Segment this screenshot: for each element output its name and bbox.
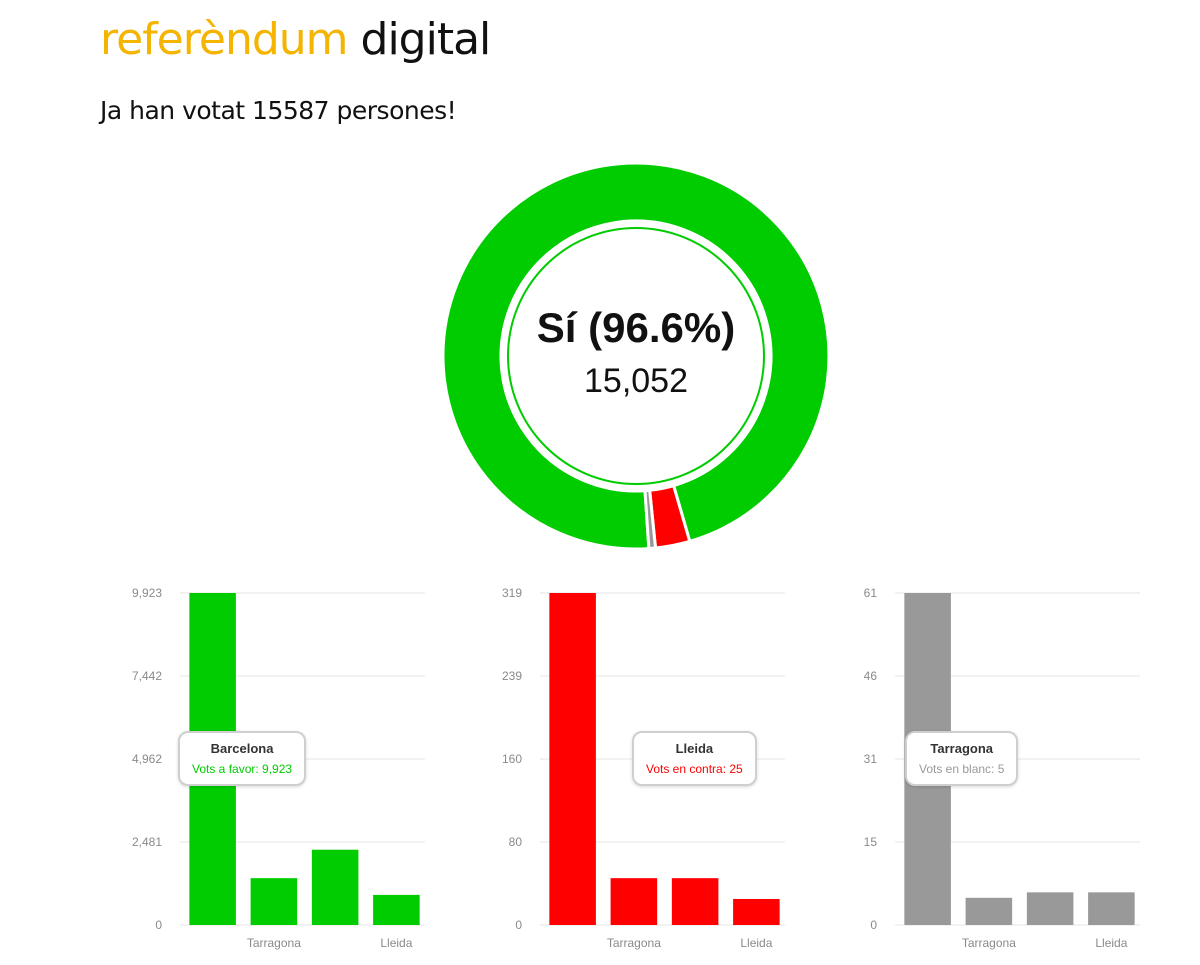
results-donut-chart: Sí (96.6%) 15,052 [440,160,832,552]
bar[interactable] [373,894,420,925]
bar-tooltip: Tarragona Vots en blanc: 5 [905,731,1019,786]
bar[interactable] [733,898,780,925]
no-votes-bar-chart: 0 80 160 239 319 Tarragona Lleida Lleida Vots e… [460,580,820,960]
donut-inner-ring [507,227,765,485]
y-tick-label: 9,923 [132,586,162,600]
bar[interactable] [250,878,298,925]
x-tick-label: Tarragona [607,936,661,950]
x-tick-label: Tarragona [247,936,301,950]
donut-slice-yes [441,161,831,551]
x-tick-label: Lleida [380,936,412,950]
donut-center-value: 15,052 [584,362,688,400]
tooltip-title: Tarragona [930,741,993,756]
y-tick-label: 0 [515,918,522,932]
brand-part-referendum: referèndum [100,14,349,65]
tooltip-title: Barcelona [210,741,274,756]
vote-count-heading: Ja han votat 15587 persones! [100,96,457,125]
bar-tooltip: Lleida Vots en contra: 25 [632,731,757,786]
x-tick-label: Lleida [1095,936,1127,950]
y-tick-label: 0 [870,918,877,932]
bar[interactable] [610,878,658,925]
bar[interactable] [965,897,1013,925]
yes-votes-bar-chart: 0 2,481 4,962 7,442 9,923 Tarragona Lleida Bar… [100,580,460,960]
y-tick-label: 319 [502,586,522,600]
brand-logo: referèndum digital [100,12,492,68]
tooltip-title: Lleida [675,741,714,756]
brand-part-digital: digital [360,14,492,65]
y-tick-label: 0 [155,918,162,932]
tooltip-value: Vots en blanc: 5 [919,762,1005,776]
bar[interactable] [671,878,719,925]
y-tick-label: 31 [864,752,878,766]
x-tick-label: Tarragona [962,936,1016,950]
tooltip-value: Vots a favor: 9,923 [192,762,293,776]
y-tick-label: 4,962 [132,752,162,766]
bar-tooltip: Barcelona Vots a favor: 9,923 [178,731,307,786]
y-tick-label: 2,481 [132,835,162,849]
bar[interactable] [311,849,359,925]
y-tick-label: 7,442 [132,669,162,683]
donut-slice-blank [643,488,658,551]
y-tick-label: 46 [864,669,878,683]
y-tick-label: 61 [864,586,878,600]
y-tick-label: 15 [864,835,878,849]
bar[interactable] [1088,892,1135,925]
bar[interactable] [549,593,596,925]
tooltip-value: Vots en contra: 25 [646,762,743,776]
y-tick-label: 80 [509,835,523,849]
x-tick-label: Lleida [740,936,772,950]
y-tick-label: 239 [502,669,522,683]
bar[interactable] [1026,892,1074,925]
y-tick-label: 160 [502,752,522,766]
donut-center-label: Sí (96.6%) [537,304,735,351]
blank-votes-bar-chart: 0 15 31 46 61 Tarragona Lleida Tarragona Vots e… [815,580,1175,960]
